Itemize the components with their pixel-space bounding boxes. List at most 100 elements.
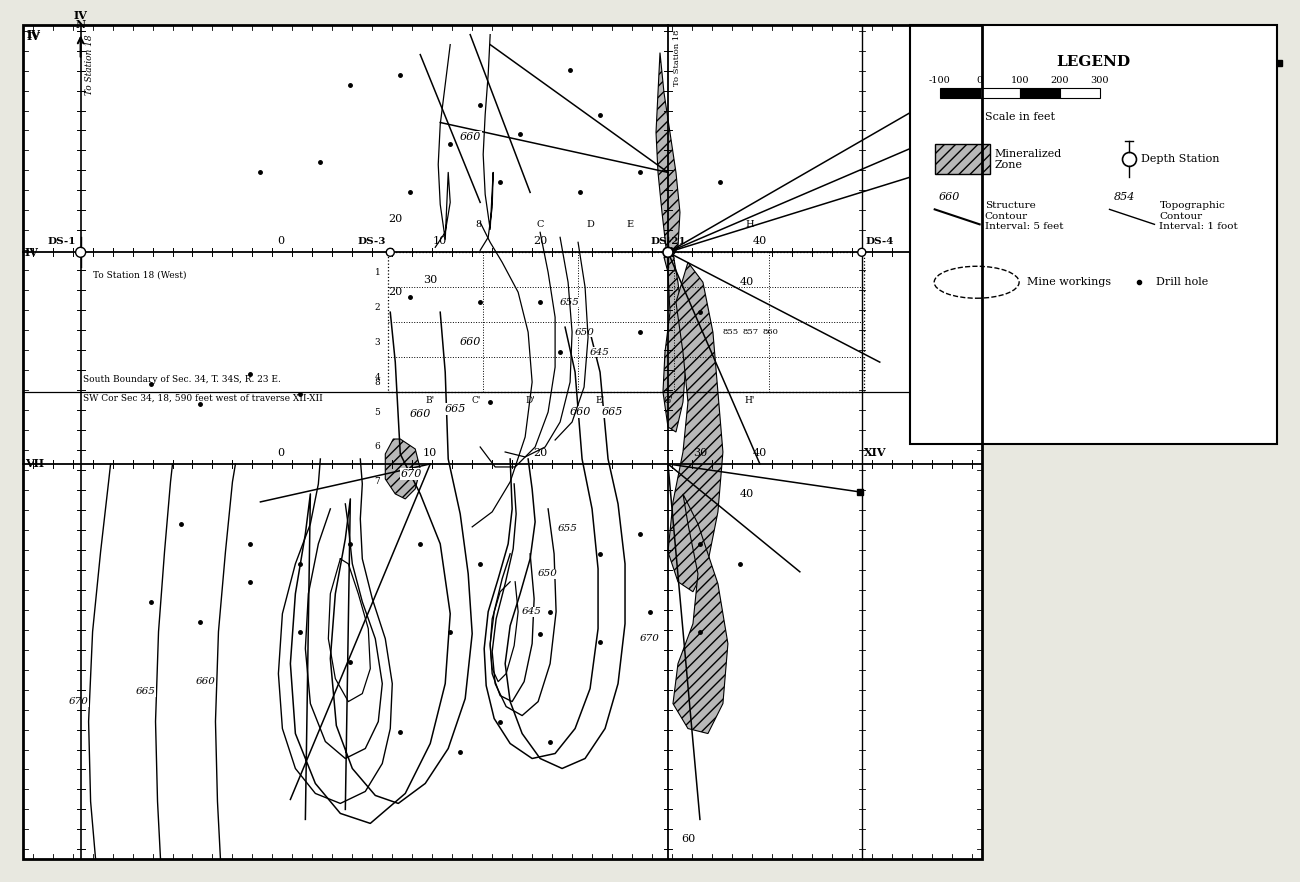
Circle shape <box>386 249 394 257</box>
Text: 860: 860 <box>763 328 779 336</box>
Bar <box>910 25 1278 444</box>
Text: DS-1: DS-1 <box>47 237 75 246</box>
Text: IV: IV <box>27 31 40 41</box>
Text: Mineralized
Zone: Mineralized Zone <box>994 149 1062 170</box>
Bar <box>940 87 980 98</box>
Text: 854: 854 <box>1114 192 1135 202</box>
Text: South Boundary of Sec. 34, T. 34S, R. 23 E.: South Boundary of Sec. 34, T. 34S, R. 23… <box>83 375 281 384</box>
Bar <box>935 145 989 175</box>
Text: 655: 655 <box>558 525 579 534</box>
Text: To Station 18: To Station 18 <box>84 34 94 95</box>
Text: VII: VII <box>25 459 44 469</box>
Bar <box>1060 87 1100 98</box>
Text: 665: 665 <box>602 407 623 417</box>
Text: 20: 20 <box>389 214 403 224</box>
Text: 645: 645 <box>590 348 610 356</box>
Bar <box>389 252 863 392</box>
Text: IV: IV <box>27 28 40 40</box>
Polygon shape <box>668 262 723 592</box>
Text: 665: 665 <box>135 687 156 696</box>
Text: 670: 670 <box>69 697 88 706</box>
Circle shape <box>663 247 673 258</box>
Text: DS-4: DS-4 <box>866 237 894 246</box>
Text: 855: 855 <box>723 328 738 336</box>
Text: C': C' <box>472 396 481 405</box>
Text: 670: 670 <box>400 469 422 479</box>
Text: LEGEND: LEGEND <box>1057 55 1131 69</box>
Text: 200: 200 <box>1050 76 1069 85</box>
Ellipse shape <box>935 266 1019 298</box>
Text: 650: 650 <box>538 569 558 579</box>
Polygon shape <box>656 53 680 258</box>
Polygon shape <box>673 494 728 734</box>
Text: 660: 660 <box>459 337 481 348</box>
Text: 665: 665 <box>445 404 465 414</box>
Bar <box>980 87 1019 98</box>
Text: D: D <box>586 220 594 228</box>
Text: D': D' <box>525 396 536 405</box>
Text: 3: 3 <box>374 338 381 347</box>
Text: 20: 20 <box>533 236 547 246</box>
Text: 1: 1 <box>374 268 381 277</box>
Text: 645: 645 <box>523 607 542 617</box>
Text: 0: 0 <box>277 236 283 246</box>
Text: 5: 5 <box>374 407 381 416</box>
Text: SW Cor Sec 34, 18, 590 feet west of traverse XII-XII: SW Cor Sec 34, 18, 590 feet west of trav… <box>83 394 322 403</box>
Text: IV: IV <box>74 10 87 20</box>
Text: To Station 18: To Station 18 <box>673 30 681 86</box>
Text: E: E <box>627 220 633 228</box>
Text: 660: 660 <box>569 407 590 417</box>
Bar <box>22 25 982 859</box>
Text: 660: 660 <box>939 192 961 202</box>
Text: 30: 30 <box>422 275 437 285</box>
Text: 0: 0 <box>277 448 283 458</box>
Text: 655: 655 <box>560 298 580 307</box>
Bar <box>22 25 982 859</box>
Text: 4: 4 <box>374 372 381 382</box>
Text: 40: 40 <box>753 448 767 458</box>
Text: 8: 8 <box>474 220 481 228</box>
Text: 6: 6 <box>374 443 381 452</box>
Text: DS-21: DS-21 <box>650 237 686 246</box>
Text: 8: 8 <box>374 377 381 386</box>
Text: Drill hole: Drill hole <box>1149 277 1209 288</box>
Text: H: H <box>746 220 754 228</box>
Text: 10: 10 <box>422 448 437 458</box>
Text: Depth Station: Depth Station <box>1141 154 1219 164</box>
Text: N: N <box>75 19 86 30</box>
Text: To Station 18 (West): To Station 18 (West) <box>92 270 186 280</box>
Text: Topographic
Contour
Interval: 1 foot: Topographic Contour Interval: 1 foot <box>1160 201 1238 231</box>
Text: 857: 857 <box>742 328 759 336</box>
Text: H': H' <box>745 396 755 405</box>
Text: 40: 40 <box>740 277 754 288</box>
Text: 670: 670 <box>640 634 660 643</box>
Circle shape <box>75 247 86 258</box>
Circle shape <box>858 249 866 257</box>
Text: 660: 660 <box>195 677 216 686</box>
Text: 40: 40 <box>740 489 754 499</box>
Text: G': G' <box>663 396 673 405</box>
Text: 650: 650 <box>575 328 595 337</box>
Text: 7: 7 <box>374 477 381 487</box>
Text: 300: 300 <box>1091 76 1109 85</box>
Text: 30: 30 <box>693 448 707 458</box>
Text: 0: 0 <box>976 76 983 85</box>
Text: 660: 660 <box>410 409 430 419</box>
Text: 60: 60 <box>681 834 696 844</box>
Text: -100: -100 <box>928 76 950 85</box>
Text: IV: IV <box>25 247 39 258</box>
Text: XIV: XIV <box>863 447 887 458</box>
Text: Scale in feet: Scale in feet <box>984 111 1054 122</box>
Text: 100: 100 <box>1010 76 1028 85</box>
Bar <box>1019 87 1060 98</box>
Polygon shape <box>663 247 686 432</box>
Text: 40: 40 <box>753 236 767 246</box>
Text: C: C <box>537 220 543 228</box>
Text: E': E' <box>595 396 604 405</box>
Text: B': B' <box>425 396 434 405</box>
Text: Mine workings: Mine workings <box>1027 277 1110 288</box>
Text: Structure
Contour
Interval: 5 feet: Structure Contour Interval: 5 feet <box>984 201 1063 231</box>
Polygon shape <box>385 439 420 499</box>
Text: 20: 20 <box>389 288 403 297</box>
Text: DS-3: DS-3 <box>358 237 386 246</box>
